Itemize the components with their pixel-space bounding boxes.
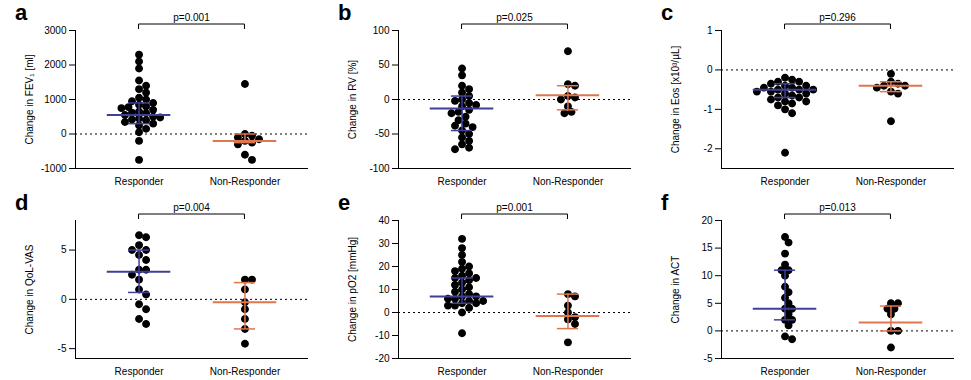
svg-text:30: 30 [378,238,390,249]
svg-text:Responder: Responder [761,176,811,187]
svg-text:1: 1 [707,25,713,36]
svg-text:0: 0 [707,64,713,75]
svg-text:Non-Responder: Non-Responder [533,176,604,187]
svg-text:Non-Responder: Non-Responder [533,366,604,377]
svg-text:20: 20 [701,215,713,226]
svg-text:Non-Responder: Non-Responder [210,366,281,377]
svg-text:-5: -5 [58,343,67,354]
svg-text:p=0.001: p=0.001 [496,202,533,213]
svg-text:Change in RV [%]: Change in RV [%] [347,60,358,140]
svg-text:Non-Responder: Non-Responder [856,366,927,377]
svg-text:Responder: Responder [438,176,488,187]
svg-text:-1000: -1000 [41,163,67,174]
svg-text:100: 100 [373,25,390,36]
svg-text:-5: -5 [704,353,713,364]
svg-text:15: 15 [701,242,713,253]
svg-text:5: 5 [707,298,713,309]
svg-text:Responder: Responder [438,366,488,377]
svg-text:0: 0 [384,94,390,105]
html-text:f: f [661,190,669,215]
html-text:e: e [338,190,351,215]
svg-text:p=0.013: p=0.013 [819,202,856,213]
svg-text:-20: -20 [375,353,390,364]
svg-text:Non-Responder: Non-Responder [210,176,281,187]
svg-text:-100: -100 [369,163,389,174]
html-text:a: a [15,0,28,25]
svg-text:Change in Eos [x10³/µL]: Change in Eos [x10³/µL] [670,46,681,154]
svg-text:p=0.001: p=0.001 [173,12,210,23]
html-text:c: c [661,0,674,25]
svg-text:2000: 2000 [44,59,67,70]
svg-text:1000: 1000 [44,94,67,105]
svg-text:10: 10 [701,270,713,281]
svg-text:0: 0 [384,307,390,318]
svg-text:0: 0 [61,294,67,305]
svg-text:Change in FEV₁ [ml]: Change in FEV₁ [ml] [24,54,35,144]
html-text:d: d [15,190,29,215]
svg-text:0: 0 [61,128,67,139]
html-text:b: b [338,0,352,25]
svg-text:-2: -2 [704,143,713,154]
svg-text:p=0.004: p=0.004 [173,202,210,213]
svg-text:40: 40 [378,215,390,226]
svg-text:20: 20 [378,261,390,272]
svg-text:p=0.025: p=0.025 [496,12,533,23]
svg-text:Responder: Responder [115,176,165,187]
svg-text:Change in pO2 [mmHg]: Change in pO2 [mmHg] [347,237,358,342]
svg-text:50: 50 [378,59,390,70]
svg-text:3000: 3000 [44,25,67,36]
svg-text:Change in ACT: Change in ACT [670,256,681,324]
svg-text:-50: -50 [375,128,390,139]
svg-text:-1: -1 [704,104,713,115]
svg-text:p=0.296: p=0.296 [819,12,856,23]
svg-text:5: 5 [61,244,67,255]
svg-text:Responder: Responder [761,366,811,377]
svg-text:0: 0 [707,325,713,336]
svg-text:-10: -10 [375,330,390,341]
svg-text:Non-Responder: Non-Responder [856,176,927,187]
svg-text:10: 10 [378,284,390,295]
svg-text:Responder: Responder [115,366,165,377]
svg-text:Change in QoL-VAS: Change in QoL-VAS [24,244,35,334]
